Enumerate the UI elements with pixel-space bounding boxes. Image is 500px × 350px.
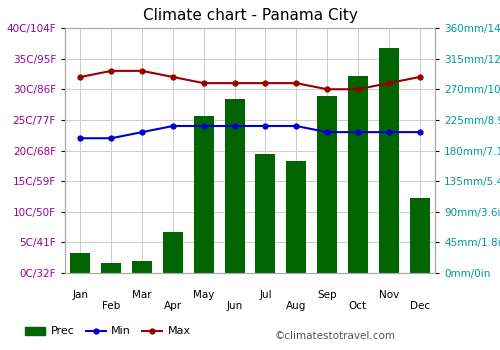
Text: Feb: Feb bbox=[102, 301, 120, 310]
Title: Climate chart - Panama City: Climate chart - Panama City bbox=[142, 8, 358, 23]
Bar bbox=[132, 261, 152, 273]
Text: Aug: Aug bbox=[286, 301, 306, 310]
Legend: Prec, Min, Max: Prec, Min, Max bbox=[20, 322, 195, 341]
Text: Jun: Jun bbox=[226, 301, 242, 310]
Text: Dec: Dec bbox=[410, 301, 430, 310]
Text: Jul: Jul bbox=[259, 290, 272, 300]
Bar bbox=[256, 154, 276, 273]
Bar bbox=[286, 161, 306, 273]
Bar bbox=[101, 263, 121, 273]
Text: Mar: Mar bbox=[132, 290, 152, 300]
Text: Nov: Nov bbox=[378, 290, 399, 300]
Bar bbox=[163, 232, 183, 273]
Bar bbox=[378, 48, 399, 273]
Bar bbox=[70, 253, 90, 273]
Text: Jan: Jan bbox=[72, 290, 88, 300]
Text: Sep: Sep bbox=[318, 290, 337, 300]
Bar bbox=[194, 117, 214, 273]
Bar bbox=[348, 76, 368, 273]
Text: Oct: Oct bbox=[349, 301, 367, 310]
Text: Apr: Apr bbox=[164, 301, 182, 310]
Bar bbox=[224, 99, 244, 273]
Text: May: May bbox=[193, 290, 214, 300]
Text: ©climatestotravel.com: ©climatestotravel.com bbox=[275, 331, 396, 341]
Bar bbox=[410, 198, 430, 273]
Bar bbox=[317, 96, 337, 273]
